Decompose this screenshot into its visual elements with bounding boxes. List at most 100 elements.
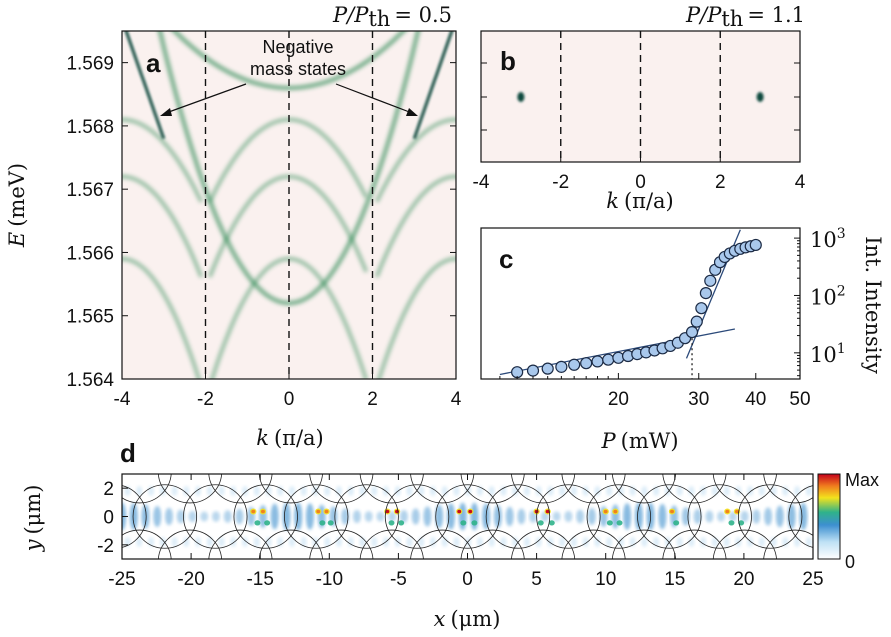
field-lobe-top — [335, 486, 342, 496]
field-lobe-bottom — [136, 537, 143, 547]
pillar-circle-bottom — [208, 529, 273, 559]
pillar-circle-top — [309, 474, 374, 504]
field-lobe-top — [794, 486, 801, 496]
hot-core — [545, 509, 550, 514]
colorbar — [817, 473, 841, 560]
pillar-circle-bottom — [309, 529, 374, 559]
pillar-circle-top — [712, 474, 777, 504]
x-tick-label-c-2: 40 — [745, 389, 766, 410]
pillar-circle-bottom — [410, 529, 475, 559]
field-lobe-bottom — [782, 537, 789, 547]
hot-core — [260, 509, 265, 514]
field-lobe-bottom — [230, 537, 237, 547]
field-lobe — [200, 511, 209, 522]
band-arc-3 — [375, 117, 456, 203]
field-lobe-top — [218, 486, 225, 496]
panel-a-y-ticks: 1.564 1.565 1.566 1.567 1.568 1.569 — [66, 54, 456, 391]
field-lobe-bottom — [453, 537, 460, 547]
pillar-circle-top — [122, 474, 172, 504]
field-lobe-top — [476, 486, 483, 496]
pillar-circle-top — [662, 474, 727, 504]
field-lobe — [587, 507, 596, 526]
hot-spot-low — [327, 520, 334, 526]
field-lobe — [623, 503, 632, 530]
pillar-circle — [687, 484, 752, 549]
field-lobe-top — [676, 486, 683, 496]
field-lobe-top — [159, 486, 166, 496]
x-tick-label-b-4: 4 — [795, 172, 806, 193]
x-tick-label-c-0: 20 — [608, 389, 629, 410]
x-tick-label-d-8: 15 — [664, 569, 685, 590]
x-tick-label-a-3: 2 — [367, 389, 378, 410]
hot-spot-low — [388, 520, 395, 526]
field-lobe-top — [277, 486, 284, 496]
data-point-20 — [699, 286, 712, 300]
x-tick-label-c-3: 50 — [789, 389, 810, 410]
hot-spot-low — [616, 520, 623, 526]
hot-spot-low — [398, 520, 405, 526]
colorbar-max-label: Max — [845, 470, 879, 490]
field-lobe — [576, 509, 585, 524]
panel-c-x-label: P (mW) — [600, 429, 678, 453]
pillar-circle-bottom — [712, 529, 777, 559]
hot-spot-low — [673, 520, 680, 526]
field-lobe-bottom — [770, 537, 777, 547]
pillar-circle-bottom — [359, 529, 424, 559]
condensate-spot-1 — [756, 92, 764, 102]
field-lobe — [728, 511, 737, 522]
pillar-circle — [485, 484, 551, 549]
field-lobe-bottom — [500, 537, 507, 547]
field-lobe — [423, 506, 432, 527]
x-tick-label-b-3: 2 — [715, 172, 726, 193]
field-lobe — [693, 509, 702, 524]
field-lobe-top — [300, 486, 307, 496]
field-lobe — [376, 511, 385, 522]
pillar-circle-bottom — [460, 529, 525, 559]
field-lobe-bottom — [335, 537, 342, 547]
field-lobe — [270, 503, 279, 530]
hot-spot-low — [254, 520, 261, 526]
data-point-30 — [749, 238, 762, 252]
field-lobe-top — [253, 486, 260, 496]
hot-core — [324, 509, 329, 514]
field-lobe-bottom — [277, 537, 284, 547]
panel-a-x-ticks: -4 -2 0 2 4 — [114, 373, 462, 410]
panel-c-x-ticks: 20 30 40 50 — [499, 373, 811, 410]
pillar-circle-bottom — [157, 529, 223, 559]
field-lobe-bottom — [300, 537, 307, 547]
panel-c: 20 30 40 50 101 102 103 c P (mW) Int. Intensit… — [480, 226, 885, 453]
field-lobe — [505, 506, 514, 527]
field-lobe-top — [171, 486, 178, 496]
field-lobe-bottom — [547, 537, 554, 547]
field-lobe-top — [183, 486, 190, 496]
panel-d-x-label: x (μm) — [434, 607, 501, 631]
x-tick-label-d-3: -10 — [316, 569, 343, 590]
hot-spot-low — [537, 520, 544, 526]
field-lobe-top — [441, 486, 448, 496]
field-lobe — [470, 502, 479, 531]
field-lobe-bottom — [324, 537, 331, 547]
panel-b-dashed-lines — [560, 31, 721, 162]
field-lobe-top — [523, 486, 530, 496]
panel-b-letter: b — [500, 46, 516, 76]
field-lobe — [775, 505, 784, 528]
field-lobe-bottom — [747, 537, 754, 547]
field-lobe — [493, 504, 502, 529]
field-lobe-top — [711, 486, 718, 496]
hot-spot-low — [606, 520, 613, 526]
field-lobe — [435, 504, 444, 529]
field-lobe-top — [136, 486, 143, 496]
field-lobe-bottom — [711, 537, 718, 547]
field-lobe — [352, 509, 361, 524]
pillar-circle-top — [511, 474, 576, 504]
y-tick-label-d-0: 2 — [103, 479, 114, 500]
panel-a-y-label: E(meV) — [5, 163, 29, 248]
panel-c-y-ticks: 101 102 103 — [794, 226, 846, 377]
field-lobe — [341, 508, 350, 525]
field-lobe — [176, 509, 185, 524]
field-lobe — [705, 510, 714, 523]
field-lobe — [129, 503, 138, 530]
field-lobe-bottom — [159, 537, 166, 547]
field-lobe-top — [617, 486, 624, 496]
field-lobe-bottom — [688, 537, 695, 547]
